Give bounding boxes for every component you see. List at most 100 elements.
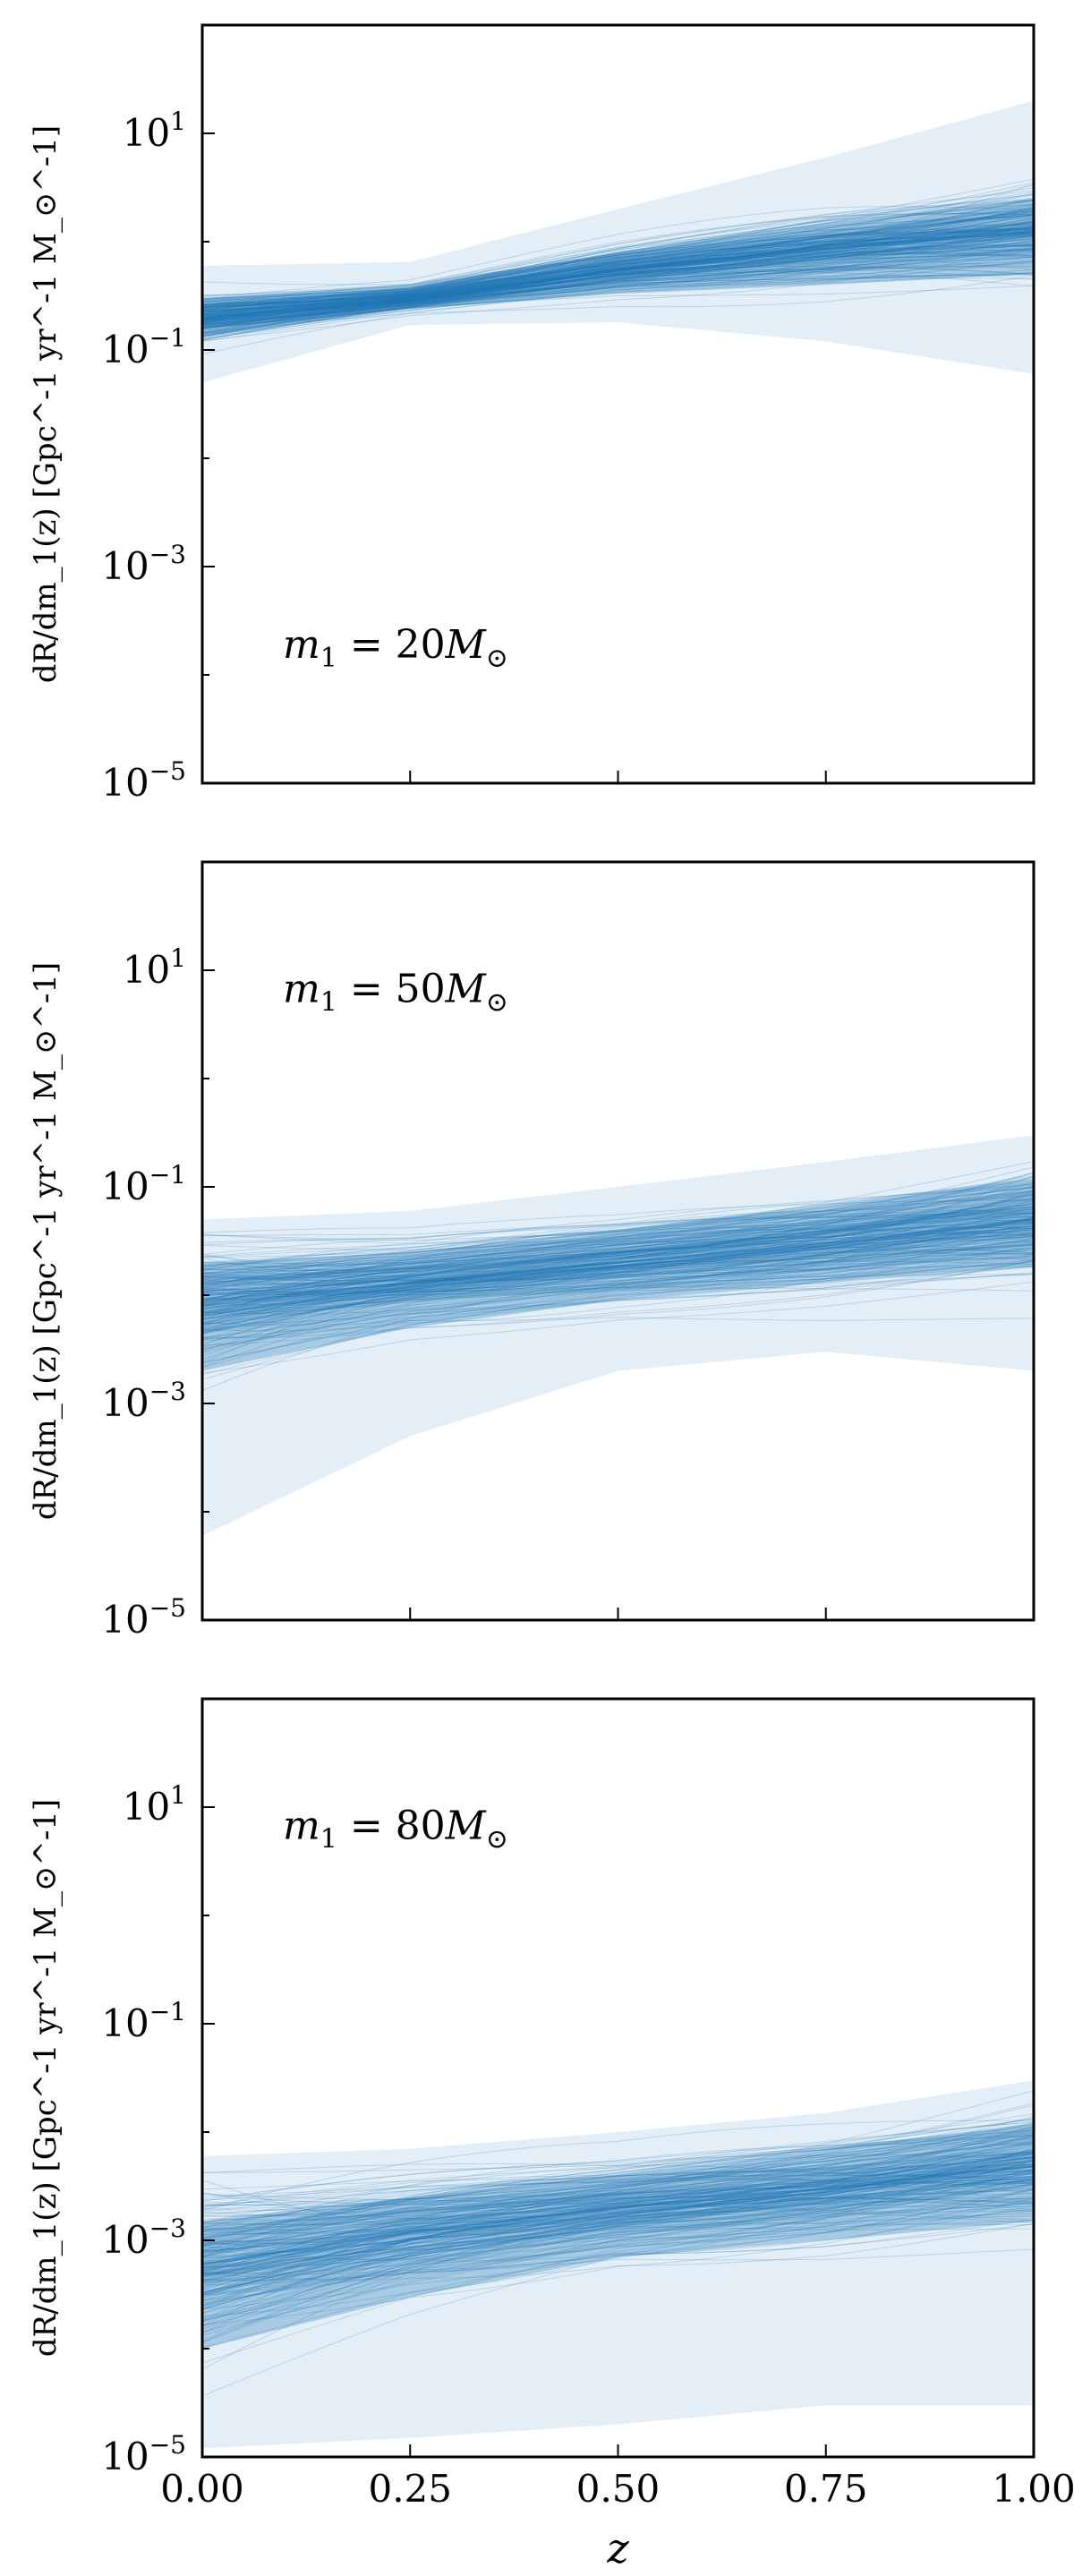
posterior-line [202, 1221, 1034, 1301]
posterior-line [202, 2166, 1034, 2306]
posterior-line [202, 245, 1034, 340]
posterior-line [202, 210, 1034, 313]
posterior-line [202, 1261, 1034, 1296]
posterior-line [202, 1239, 1034, 1309]
y-tick-label: 10−5 [101, 756, 186, 805]
posterior-line [202, 2159, 1034, 2293]
posterior-line [202, 2165, 1034, 2333]
posterior-line [202, 243, 1034, 297]
posterior-line [202, 2140, 1034, 2232]
posterior-line [202, 2171, 1034, 2228]
median-line [202, 229, 1034, 320]
posterior-line [202, 1221, 1034, 1277]
posterior-line [202, 2128, 1034, 2269]
posterior-line [202, 252, 1034, 328]
posterior-line [202, 1257, 1034, 1273]
posterior-line [202, 2128, 1034, 2241]
posterior-line [202, 1217, 1034, 1319]
posterior-line [202, 1203, 1034, 1284]
posterior-line [202, 2193, 1034, 2224]
posterior-line [202, 2180, 1034, 2294]
posterior-line [202, 1317, 1034, 1326]
posterior-line [202, 256, 1034, 328]
posterior-line [202, 2171, 1034, 2326]
posterior-line [202, 1207, 1034, 1306]
posterior-line [202, 2174, 1034, 2209]
x-tick-label: 0.50 [576, 2467, 661, 2511]
posterior-line [202, 2136, 1034, 2297]
posterior-line [202, 2154, 1034, 2233]
posterior-line [202, 2179, 1034, 2254]
posterior-line [202, 1195, 1034, 1284]
posterior-line [202, 2122, 1034, 2273]
posterior-line [202, 277, 1034, 329]
posterior-line [202, 2172, 1034, 2277]
posterior-line [202, 221, 1034, 332]
posterior-line [202, 1265, 1034, 1350]
posterior-line [202, 2161, 1034, 2296]
panel-m50: 101 10−1 10−3 10−5 dR/dm_1(z) [Gpc^-1 yr^-1 … [28, 860, 1036, 1642]
posterior-line [202, 2152, 1034, 2268]
posterior-line [202, 1161, 1034, 1314]
posterior-line [202, 2248, 1034, 2282]
posterior-line [202, 1227, 1034, 1328]
posterior-line [202, 2177, 1034, 2276]
posterior-line [202, 1181, 1034, 1296]
posterior-line [202, 214, 1034, 312]
posterior-line [202, 220, 1034, 305]
posterior-line [202, 218, 1034, 337]
posterior-line [202, 261, 1034, 328]
posterior-line [202, 1233, 1034, 1297]
outer-band [202, 1135, 1034, 1536]
posterior-line [202, 2173, 1034, 2282]
posterior-line [202, 1215, 1034, 1237]
posterior-line [202, 238, 1034, 323]
posterior-line [202, 232, 1034, 305]
posterior-line [202, 1216, 1034, 1376]
posterior-line [202, 1186, 1034, 1322]
posterior-line [202, 2135, 1034, 2244]
posterior-line [202, 1210, 1034, 1303]
x-tick-label: 0.25 [368, 2467, 452, 2511]
posterior-line [202, 1259, 1034, 1301]
posterior-line [202, 1258, 1034, 1294]
posterior-line [202, 2149, 1034, 2265]
posterior-line [202, 1208, 1034, 1321]
posterior-line [202, 1246, 1034, 1332]
posterior-line [202, 249, 1034, 320]
posterior-line [202, 2164, 1034, 2208]
posterior-line [202, 2146, 1034, 2317]
posterior-line [202, 1198, 1034, 1300]
posterior-line [202, 225, 1034, 330]
posterior-line [202, 2197, 1034, 2325]
posterior-line [202, 1198, 1034, 1296]
posterior-line [202, 234, 1034, 307]
posterior-line [202, 2133, 1034, 2284]
posterior-line [202, 1204, 1034, 1316]
posterior-line [202, 235, 1034, 327]
posterior-line [202, 1202, 1034, 1316]
posterior-line [202, 1216, 1034, 1304]
posterior-line [202, 1188, 1034, 1289]
posterior-line [202, 2126, 1034, 2240]
posterior-line [202, 1218, 1034, 1271]
posterior-line [202, 243, 1034, 325]
posterior-line [202, 209, 1034, 314]
posterior-line [202, 1190, 1034, 1345]
posterior-line [202, 2168, 1034, 2229]
posterior-line [202, 2189, 1034, 2309]
posterior-line [202, 231, 1034, 309]
posterior-line [202, 227, 1034, 319]
posterior-line [202, 1253, 1034, 1318]
posterior-line [202, 2125, 1034, 2274]
posterior-line [202, 225, 1034, 337]
posterior-line [202, 1222, 1034, 1251]
y-tick-label: 101 [123, 943, 186, 992]
posterior-line [202, 183, 1034, 324]
posterior-line [202, 1241, 1034, 1327]
posterior-line [202, 1208, 1034, 1271]
posterior-line [202, 1213, 1034, 1279]
posterior-line [202, 1217, 1034, 1282]
posterior-line [202, 240, 1034, 320]
posterior-line [202, 2165, 1034, 2323]
